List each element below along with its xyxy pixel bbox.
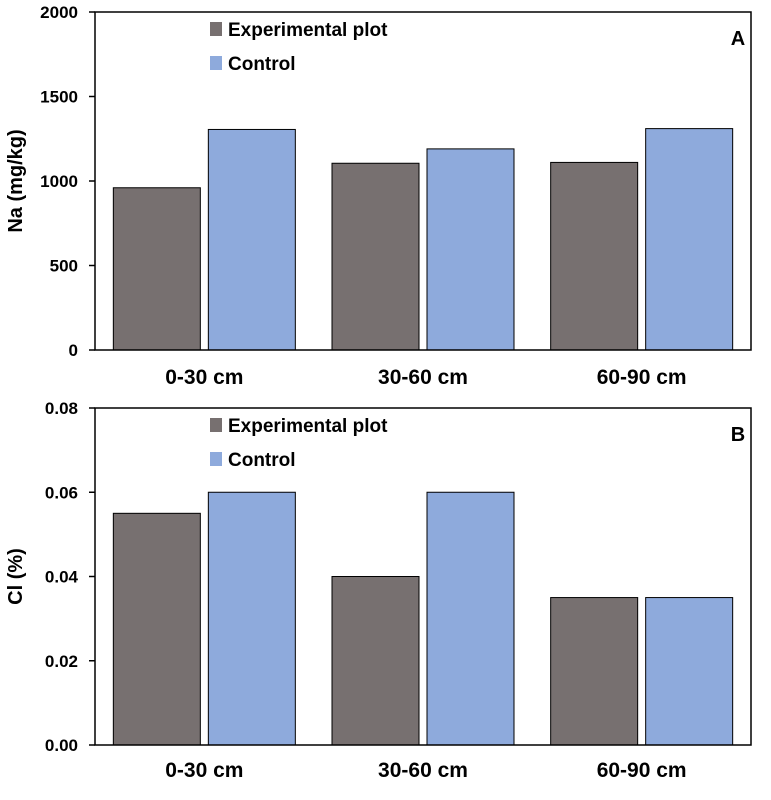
bar-a-s0-c1: [331, 162, 420, 351]
x-category-label: 30-60 cm: [378, 759, 468, 782]
x-category-label: 0-30 cm: [165, 759, 243, 782]
bar-b-s1-c1: [426, 491, 515, 746]
y-axis-label: Cl (%): [5, 548, 27, 605]
y-tick-label: 1500: [40, 88, 78, 107]
x-category-label: 60-90 cm: [597, 759, 687, 782]
bar-b-s1-c0: [207, 491, 296, 746]
y-tick-label: 0.00: [45, 736, 78, 755]
y-tick-label: 2000: [40, 3, 78, 22]
bar-a-s0-c0: [112, 187, 201, 351]
x-category-label: 60-90 cm: [597, 366, 687, 389]
bar-a-s1-c2: [645, 128, 734, 351]
bar-a-s1-c1: [426, 148, 515, 351]
legend-label: Control: [228, 54, 296, 75]
panel-letter: A: [731, 28, 745, 50]
y-tick-label: 0.04: [45, 568, 79, 587]
y-tick-label: 1000: [40, 172, 78, 191]
x-category-label: 0-30 cm: [165, 366, 243, 389]
y-tick-label: 0.06: [45, 483, 78, 502]
legend-swatch: [210, 56, 222, 70]
legend-swatch: [210, 452, 222, 466]
legend-swatch: [210, 22, 222, 36]
bar-b-s0-c1: [331, 576, 420, 746]
legend-label: Control: [228, 450, 296, 471]
y-tick-label: 500: [50, 257, 78, 276]
y-tick-label: 0: [69, 341, 78, 360]
y-tick-label: 0.08: [45, 399, 78, 418]
bar-b-s0-c2: [550, 597, 639, 746]
panel-letter: B: [731, 424, 745, 446]
y-axis-label: Na (mg/kg): [5, 129, 27, 232]
legend-swatch: [210, 418, 222, 432]
bar-a-s0-c2: [550, 161, 639, 351]
x-category-label: 30-60 cm: [378, 366, 468, 389]
legend-label: Experimental plot: [228, 20, 388, 41]
bar-b-s1-c2: [645, 597, 734, 746]
legend-label: Experimental plot: [228, 416, 388, 437]
bar-a-s1-c0: [207, 128, 296, 351]
bar-b-s0-c0: [112, 512, 201, 746]
y-tick-label: 0.02: [45, 652, 78, 671]
